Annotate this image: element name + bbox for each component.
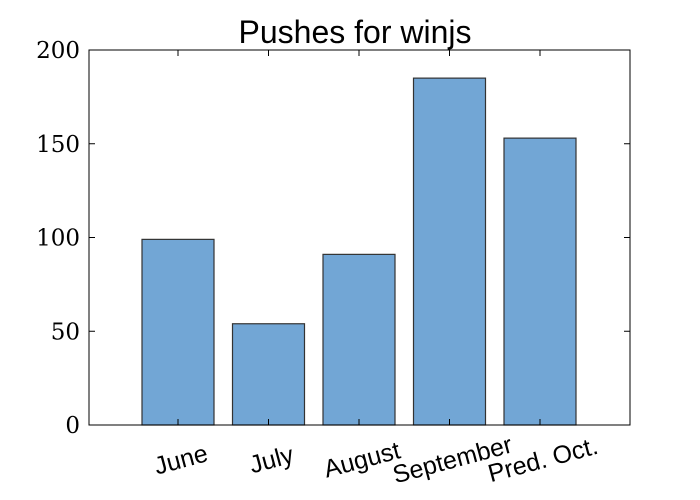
xtick-label: July xyxy=(246,441,297,480)
ytick-label: 0 xyxy=(65,413,80,439)
plot-frame xyxy=(88,49,631,426)
chart-title: Pushes for winjs xyxy=(239,14,472,50)
bar-july xyxy=(231,323,306,426)
xtick-label: August xyxy=(321,436,403,483)
bar-september xyxy=(412,77,487,426)
bar-pred-oct xyxy=(503,137,577,426)
ytick-label: 100 xyxy=(36,226,80,252)
ytick-label: 50 xyxy=(51,319,80,345)
bars-layer xyxy=(141,77,577,426)
ytick-label: 150 xyxy=(36,132,80,158)
ytick-label: 200 xyxy=(36,38,80,64)
y-axis: 0 50 100 150 200 xyxy=(36,38,630,439)
bar-june xyxy=(141,238,215,426)
xtick-label: June xyxy=(151,439,211,480)
bar-august xyxy=(322,253,396,426)
